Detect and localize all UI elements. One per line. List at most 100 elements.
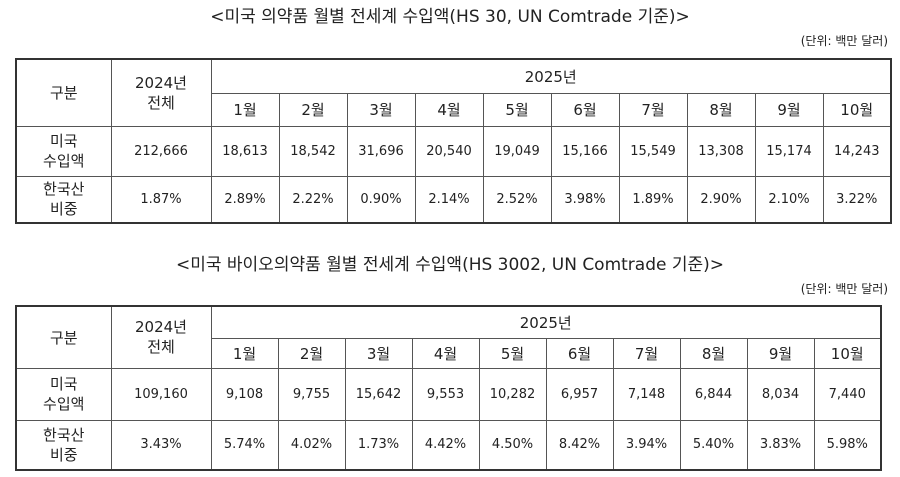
value-cell: 4.02%	[277, 419, 346, 471]
value-cell: 18,542	[278, 125, 348, 177]
value-cell: 15,166	[550, 125, 620, 177]
data-row: 미국 수입액 212,666 18,613 18,542 31,696 20,540 19,0…	[15, 125, 892, 177]
value-cell: 3.98%	[550, 175, 620, 224]
month-cell: 1월	[210, 337, 279, 369]
header-row: 구분 2024년 전체 2025년	[15, 305, 882, 369]
data-row: 한국산 비중 1.87% 2.89% 2.22% 0.90% 2.14% 2.52% 3.98%…	[15, 175, 892, 224]
header-cell: 2025년	[210, 58, 892, 94]
month-cell: 5월	[478, 337, 547, 369]
month-cell: 5월	[482, 92, 552, 127]
header-cell: 2025년	[210, 305, 882, 339]
row-label-text: 수입액	[43, 152, 85, 170]
value-cell: 2.10%	[754, 175, 824, 224]
header-text: 2024년	[135, 318, 187, 337]
value-cell: 9,755	[277, 367, 346, 421]
row-label-text: 한국산	[43, 425, 85, 444]
table-title: <미국 의약품 월별 전세계 수입액(HS 30, UN Comtrade 기준…	[210, 7, 690, 27]
month-cell: 2월	[277, 337, 346, 369]
value-cell: 2.89%	[210, 175, 280, 224]
value-cell: 15,174	[754, 125, 824, 177]
month-cell: 8월	[686, 92, 756, 127]
value-cell: 0.90%	[346, 175, 416, 224]
total-cell: 109,160	[110, 367, 212, 421]
month-cell: 10월	[822, 92, 892, 127]
row-label-text: 한국산	[43, 180, 85, 199]
table-title: <미국 바이오의약품 월별 전세계 수입액(HS 3002, UN Comtra…	[175, 255, 725, 275]
month-cell: 8월	[679, 337, 748, 369]
month-cell: 4월	[411, 337, 480, 369]
value-cell: 20,540	[414, 125, 484, 177]
row-label: 한국산 비중	[15, 419, 112, 471]
unit-note: (단위: 백만 달러)	[800, 282, 888, 296]
value-cell: 8,034	[746, 367, 815, 421]
value-cell: 5.98%	[813, 419, 882, 471]
value-cell: 14,243	[822, 125, 892, 177]
value-cell: 8.42%	[545, 419, 614, 471]
row-label-text: 수입액	[43, 395, 85, 413]
header-text: 전체	[147, 338, 175, 357]
value-cell: 2.90%	[686, 175, 756, 224]
header-cell: 구분	[15, 305, 112, 369]
value-cell: 2.14%	[414, 175, 484, 224]
header-cell: 구분	[15, 58, 112, 127]
value-cell: 3.22%	[822, 175, 892, 224]
value-cell: 3.94%	[612, 419, 681, 471]
row-label-text: 미국	[49, 132, 78, 150]
value-cell: 10,282	[478, 367, 547, 421]
row-label-text: 비중	[49, 445, 78, 464]
value-cell: 6,957	[545, 367, 614, 421]
month-cell: 2월	[278, 92, 348, 127]
value-cell: 7,440	[813, 367, 882, 421]
month-cell: 6월	[550, 92, 620, 127]
month-cell: 10월	[813, 337, 882, 369]
value-cell: 19,049	[482, 125, 552, 177]
row-label-text: 미국	[49, 375, 78, 393]
month-cell: 3월	[346, 92, 416, 127]
month-cell: 3월	[344, 337, 413, 369]
value-cell: 2.22%	[278, 175, 348, 224]
data-table: 구분 2024년 전체 2025년 1월 2월 3월 4월 5월 6월 7월 8월 9월 10월 미국 수입액…	[15, 305, 882, 471]
month-cell: 6월	[545, 337, 614, 369]
data-row: 한국산 비중 3.43% 5.74% 4.02% 1.73% 4.42% 4.50% 8.42%…	[15, 419, 882, 471]
value-cell: 18,613	[210, 125, 280, 177]
month-cell: 9월	[746, 337, 815, 369]
value-cell: 1.73%	[344, 419, 413, 471]
month-cell: 1월	[210, 92, 280, 127]
month-cell: 4월	[414, 92, 484, 127]
row-label-text: 비중	[49, 200, 78, 219]
value-cell: 4.50%	[478, 419, 547, 471]
value-cell: 9,553	[411, 367, 480, 421]
value-cell: 13,308	[686, 125, 756, 177]
value-cell: 15,549	[618, 125, 688, 177]
month-cell: 9월	[754, 92, 824, 127]
value-cell: 6,844	[679, 367, 748, 421]
header-row: 구분 2024년 전체 2025년	[15, 58, 892, 127]
header-cell: 2024년 전체	[110, 305, 212, 369]
value-cell: 2.52%	[482, 175, 552, 224]
value-cell: 5.40%	[679, 419, 748, 471]
data-table: 구분 2024년 전체 2025년 1월 2월 3월 4월 5월 6월 7월 8월 9월 10월 미국 수입액…	[15, 58, 892, 224]
row-label: 한국산 비중	[15, 175, 112, 224]
value-cell: 1.89%	[618, 175, 688, 224]
total-cell: 3.43%	[110, 419, 212, 471]
value-cell: 5.74%	[210, 419, 279, 471]
total-cell: 1.87%	[110, 175, 212, 224]
total-cell: 212,666	[110, 125, 212, 177]
month-cell: 7월	[618, 92, 688, 127]
value-cell: 4.42%	[411, 419, 480, 471]
value-cell: 31,696	[346, 125, 416, 177]
header-text: 전체	[147, 93, 175, 112]
header-row: 1월 2월 3월 4월 5월 6월 7월 8월 9월 10월	[16, 337, 882, 369]
header-text: 2024년	[135, 73, 187, 92]
header-cell: 2024년 전체	[110, 58, 212, 127]
unit-note: (단위: 백만 달러)	[800, 34, 888, 48]
value-cell: 3.83%	[746, 419, 815, 471]
value-cell: 7,148	[612, 367, 681, 421]
data-row: 미국 수입액 109,160 9,108 9,755 15,642 9,553 10,282 6…	[15, 367, 882, 421]
value-cell: 15,642	[344, 367, 413, 421]
header-row: 1월 2월 3월 4월 5월 6월 7월 8월 9월 10월	[16, 92, 892, 127]
month-cell: 7월	[612, 337, 681, 369]
